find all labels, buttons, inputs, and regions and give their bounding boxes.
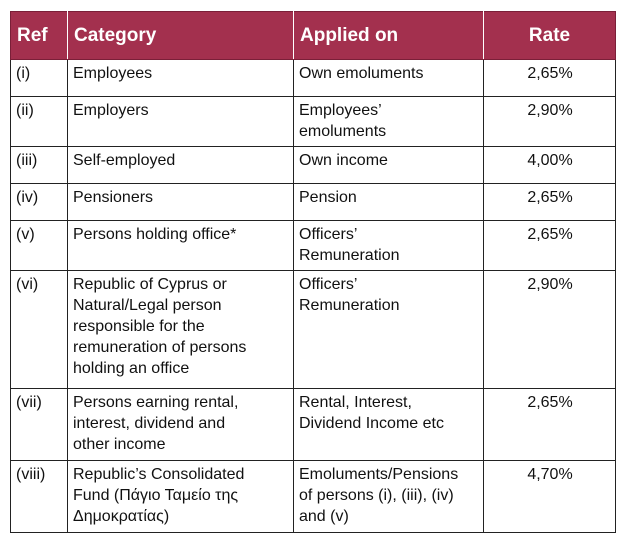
cell-rate: 2,65% — [483, 388, 616, 461]
cell-ref: (i) — [10, 59, 68, 97]
cell-rate: 2,90% — [483, 270, 616, 389]
cell-applied-on: Rental, Interest, Dividend Income etc — [293, 388, 484, 461]
cell-applied-on: Officers’ Remuneration — [293, 270, 484, 389]
cell-ref: (iv) — [10, 183, 68, 221]
cell-category: Persons holding office* — [67, 220, 294, 271]
table-header-row: Ref Category Applied on Rate — [10, 11, 616, 60]
cell-rate: 2,65% — [483, 220, 616, 271]
cell-category: Employees — [67, 59, 294, 97]
cell-rate: 2,65% — [483, 59, 616, 97]
cell-category: Republic of Cyprus or Natural/Legal pers… — [67, 270, 294, 389]
header-category: Category — [67, 11, 294, 60]
cell-category: Employers — [67, 96, 294, 147]
cell-category: Pensioners — [67, 183, 294, 221]
table-row: (ii) Employers Employees’ emoluments 2,9… — [10, 96, 616, 147]
table-row: (i) Employees Own emoluments 2,65% — [10, 59, 616, 97]
cell-rate: 2,90% — [483, 96, 616, 147]
cell-category: Republic’s Consolidated Fund (Πάγιο Ταμε… — [67, 460, 294, 533]
cell-rate: 4,00% — [483, 146, 616, 184]
header-rate: Rate — [483, 11, 616, 60]
contribution-rates-table: Ref Category Applied on Rate (i) Employe… — [10, 11, 616, 533]
cell-applied-on: Employees’ emoluments — [293, 96, 484, 147]
header-ref: Ref — [10, 11, 68, 60]
cell-applied-on: Pension — [293, 183, 484, 221]
table-row: (viii) Republic’s Consolidated Fund (Πάγ… — [10, 460, 616, 533]
cell-applied-on: Own emoluments — [293, 59, 484, 97]
table-row: (vii) Persons earning rental, interest, … — [10, 388, 616, 461]
table-row: (iv) Pensioners Pension 2,65% — [10, 183, 616, 221]
cell-rate: 4,70% — [483, 460, 616, 533]
cell-ref: (viii) — [10, 460, 68, 533]
cell-ref: (ii) — [10, 96, 68, 147]
cell-ref: (v) — [10, 220, 68, 271]
cell-applied-on: Officers’ Remuneration — [293, 220, 484, 271]
header-applied-on: Applied on — [293, 11, 484, 60]
cell-ref: (iii) — [10, 146, 68, 184]
table-row: (iii) Self-employed Own income 4,00% — [10, 146, 616, 184]
cell-applied-on: Emoluments/Pensions of persons (i), (iii… — [293, 460, 484, 533]
cell-category: Self-employed — [67, 146, 294, 184]
table-row: (v) Persons holding office* Officers’ Re… — [10, 220, 616, 271]
cell-applied-on: Own income — [293, 146, 484, 184]
cell-ref: (vii) — [10, 388, 68, 461]
table-row: (vi) Republic of Cyprus or Natural/Legal… — [10, 270, 616, 389]
cell-category: Persons earning rental, interest, divide… — [67, 388, 294, 461]
contribution-rates-table-wrapper: Ref Category Applied on Rate (i) Employe… — [10, 11, 616, 533]
cell-ref: (vi) — [10, 270, 68, 389]
cell-rate: 2,65% — [483, 183, 616, 221]
